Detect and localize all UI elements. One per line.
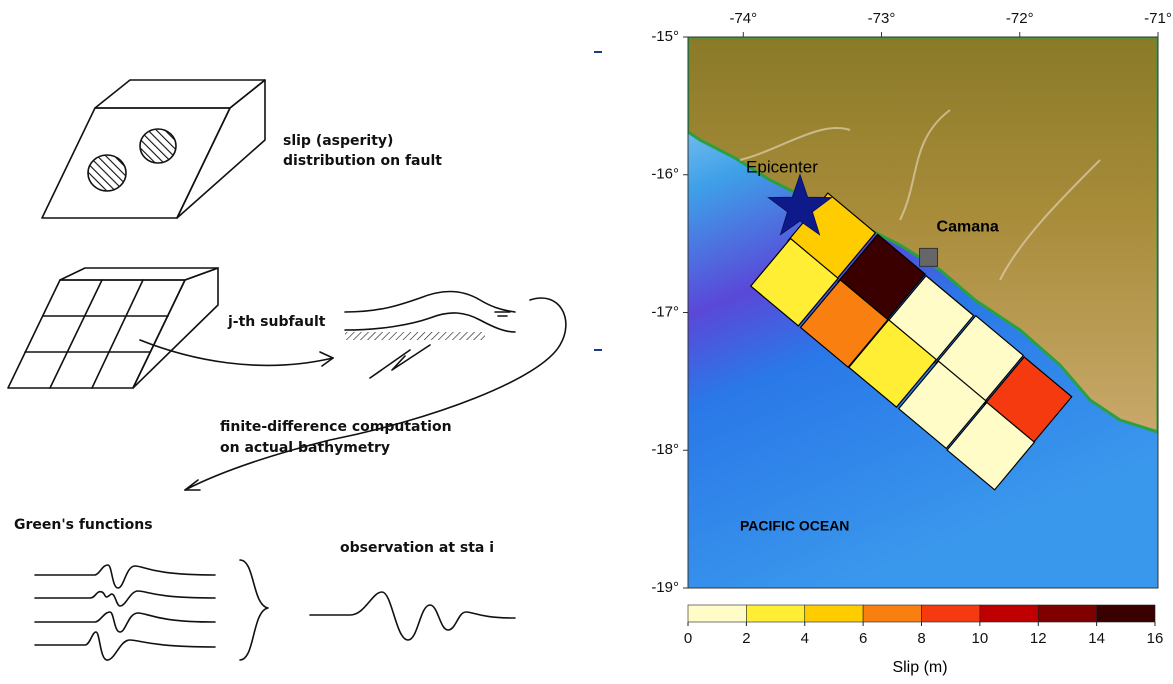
x-tick-label: -73° — [868, 10, 896, 27]
subfault-grid-block — [8, 268, 218, 388]
colorbar-tick-label: 16 — [1147, 630, 1164, 647]
colorbar-bin — [980, 605, 1038, 622]
town-label: Camana — [937, 219, 999, 236]
epicenter-label: Epicenter — [746, 157, 818, 176]
colorbar-tick-label: 10 — [972, 630, 989, 647]
y-tick-label: -17° — [651, 303, 679, 320]
fd-label: finite-difference computation — [220, 419, 452, 435]
fd-label: on actual bathymetry — [220, 440, 390, 456]
y-tick-label: -16° — [651, 166, 679, 183]
subfault-label: j-th subfault — [227, 314, 326, 330]
slip-label: slip (asperity) — [283, 133, 393, 149]
greens-label: Green's functions — [14, 517, 153, 533]
colorbar-bin — [922, 605, 980, 622]
waveforms — [35, 560, 515, 660]
marker — [594, 52, 602, 350]
y-tick-label: -15° — [651, 28, 679, 45]
page: slip (asperity) distribution on fault j-… — [0, 0, 1173, 684]
colorbar-bin — [863, 605, 921, 622]
colorbar-label: Slip (m) — [892, 659, 947, 676]
colorbar-tick-label: 12 — [1030, 630, 1047, 647]
fault-block — [42, 80, 265, 218]
colorbar-tick-label: 6 — [859, 630, 867, 647]
slip-label: distribution on fault — [283, 153, 442, 169]
x-tick-label: -74° — [729, 10, 757, 27]
y-tick-label: -18° — [651, 441, 679, 458]
x-tick-label: -72° — [1006, 10, 1034, 27]
ocean-label: PACIFIC OCEAN — [740, 518, 849, 534]
colorbar-tick-label: 14 — [1088, 630, 1105, 647]
colorbar-tick-label: 8 — [917, 630, 925, 647]
observation-label: observation at sta i — [340, 540, 494, 556]
town-marker — [920, 248, 938, 266]
colorbar-tick-label: 0 — [684, 630, 692, 647]
colorbar-bin — [746, 605, 804, 622]
colorbar-bin — [1038, 605, 1096, 622]
sea-sketch — [140, 292, 566, 491]
colorbar-tick-label: 2 — [742, 630, 750, 647]
colorbar-tick-label: 4 — [801, 630, 809, 647]
x-tick-label: -71° — [1144, 10, 1172, 27]
colorbar-bin — [688, 605, 746, 622]
y-tick-label: -19° — [651, 579, 679, 596]
colorbar-bin — [805, 605, 863, 622]
colorbar-bin — [1097, 605, 1155, 622]
